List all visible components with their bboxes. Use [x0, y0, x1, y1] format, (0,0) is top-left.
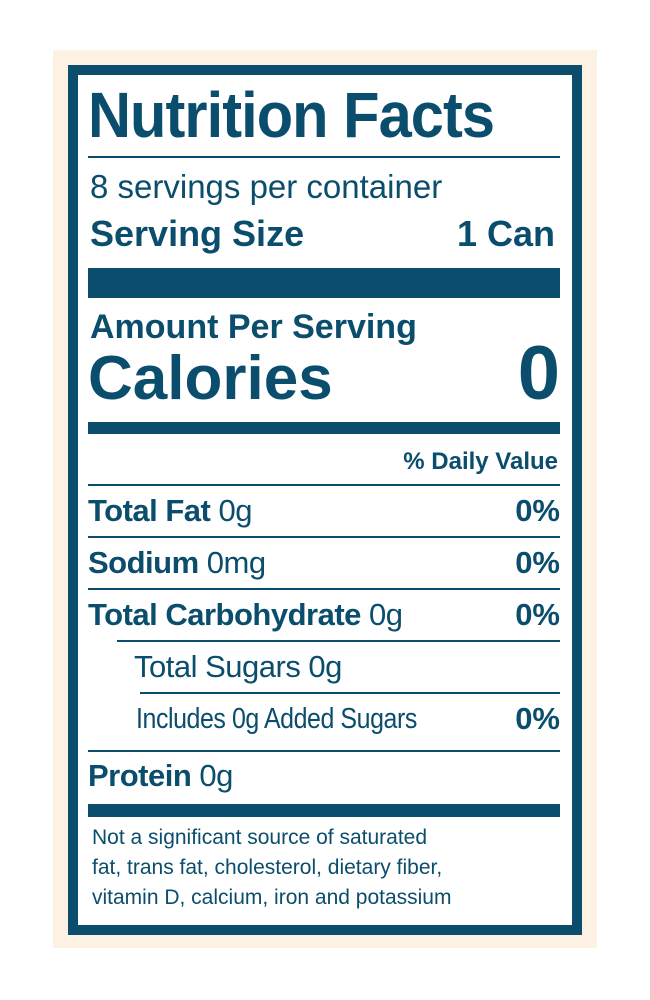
divider: [88, 536, 560, 538]
servings-per-container: 8 servings per container: [90, 168, 443, 205]
thick-divider: [88, 268, 560, 298]
divider: [117, 640, 560, 642]
label-title: Nutrition Facts: [88, 79, 495, 151]
footnote-line: vitamin D, calcium, iron and potassium: [92, 886, 452, 909]
sodium-dv: 0%: [515, 545, 560, 580]
calories-label: Calories: [88, 344, 333, 413]
divider: [88, 588, 560, 590]
total-fat-dv: 0%: [515, 493, 560, 528]
thick-divider: [88, 804, 560, 817]
nutrient-row-sodium: Sodium 0mg: [88, 545, 266, 580]
divider: [88, 750, 560, 752]
calories-value: 0: [517, 331, 560, 416]
medium-divider: [88, 422, 560, 434]
daily-value-header: % Daily Value: [403, 448, 558, 475]
footnote-line: Not a significant source of saturated: [92, 826, 428, 849]
amount-per-serving: Amount Per Serving: [90, 308, 417, 346]
footnote-line: fat, trans fat, cholesterol, dietary fib…: [92, 856, 443, 879]
divider: [88, 484, 560, 486]
serving-size-value: 1 Can: [456, 213, 555, 254]
divider: [88, 156, 560, 158]
serving-size-label: Serving Size: [90, 213, 305, 254]
nutrient-row-added-sugars: Includes 0g Added Sugars: [136, 703, 417, 735]
nutrition-label-border: [68, 65, 582, 935]
added-sugars-dv: 0%: [515, 701, 560, 736]
total-carbohydrate-dv: 0%: [515, 597, 560, 632]
nutrient-row-total-sugars: Total Sugars 0g: [134, 649, 342, 684]
divider: [140, 692, 560, 694]
nutrient-row-total-carbohydrate: Total Carbohydrate 0g: [88, 597, 403, 632]
nutrient-row-protein: Protein 0g: [88, 758, 233, 793]
nutrient-row-total-fat: Total Fat 0g: [88, 493, 252, 528]
